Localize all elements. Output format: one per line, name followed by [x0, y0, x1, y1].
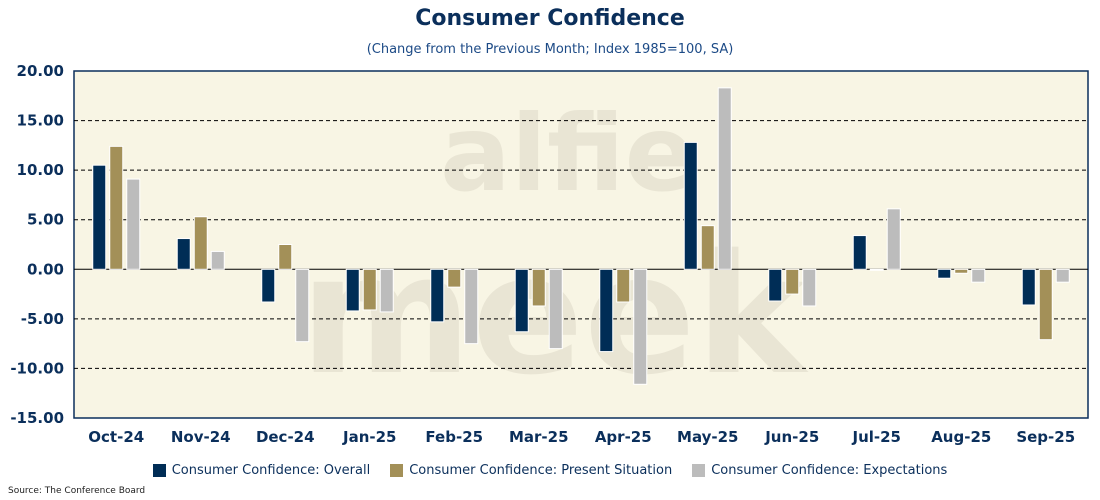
bar-expectations — [548, 268, 563, 350]
bar-expectations — [379, 268, 394, 313]
bar-present — [616, 268, 631, 303]
bar-expectations — [802, 268, 817, 307]
x-tick-label: Sep-25 — [1016, 428, 1075, 446]
y-tick-label: -5.00 — [21, 310, 64, 328]
y-tick-label: 15.00 — [17, 112, 64, 130]
bar-present — [1038, 268, 1053, 341]
legend-swatch — [390, 464, 404, 477]
y-tick-label: 0.00 — [27, 260, 64, 278]
bar-overall — [937, 268, 952, 279]
watermark-line-1: alfie — [440, 93, 696, 215]
x-tick-label: Oct-24 — [88, 428, 144, 446]
x-tick-label: Apr-25 — [595, 428, 652, 446]
bar-present — [869, 268, 884, 271]
bar-expectations — [295, 268, 310, 343]
bar-present — [278, 244, 293, 270]
bar-expectations — [633, 268, 648, 385]
x-tick-label: Jan-25 — [342, 428, 396, 446]
y-tick-label: 5.00 — [27, 211, 64, 229]
bar-overall — [599, 268, 614, 353]
source-note: Source: The Conference Board — [8, 486, 146, 496]
legend-label: Consumer Confidence: Expectations — [711, 463, 948, 478]
bar-present — [362, 268, 377, 311]
bar-present — [700, 225, 715, 270]
x-tick-label: May-25 — [677, 428, 738, 446]
bar-present — [954, 268, 969, 274]
chart-subtitle: (Change from the Previous Month; Index 1… — [366, 42, 734, 57]
legend-item: Consumer Confidence: Present Situation — [390, 463, 672, 478]
y-tick-label: 10.00 — [17, 161, 64, 179]
legend: Consumer Confidence: Overall Consumer Con… — [0, 463, 1100, 478]
legend-label: Consumer Confidence: Present Situation — [409, 463, 673, 478]
legend-item: Consumer Confidence: Expectations — [692, 463, 947, 478]
plot-area — [73, 70, 1089, 419]
bar-overall — [683, 141, 698, 270]
x-tick-label: Nov-24 — [171, 428, 231, 446]
x-tick-label: Jun-25 — [764, 428, 819, 446]
bar-present — [531, 268, 546, 307]
bar-expectations — [886, 208, 901, 270]
bar-expectations — [126, 178, 141, 270]
bar-present — [193, 216, 208, 270]
x-tick-label: Aug-25 — [931, 428, 991, 446]
x-tick-label: Jul-25 — [851, 428, 901, 446]
bar-overall — [852, 235, 867, 270]
bar-present — [785, 268, 800, 295]
bar-overall — [768, 268, 783, 302]
legend-swatch — [692, 464, 706, 477]
bar-overall — [1021, 268, 1036, 306]
bar-overall — [92, 164, 107, 270]
bar-overall — [345, 268, 360, 312]
bar-expectations — [1055, 268, 1070, 283]
bar-present — [109, 145, 124, 270]
bar-overall — [261, 268, 276, 303]
x-tick-label: Dec-24 — [256, 428, 315, 446]
bar-present — [447, 268, 462, 288]
chart-title: Consumer Confidence — [415, 6, 685, 31]
bar-overall — [514, 268, 529, 333]
legend-item: Consumer Confidence: Overall — [152, 463, 371, 478]
y-tick-label: -15.00 — [10, 409, 64, 427]
bar-expectations — [717, 87, 732, 270]
y-tick-label: 20.00 — [17, 62, 64, 80]
legend-label: Consumer Confidence: Overall — [171, 463, 371, 478]
x-tick-label: Mar-25 — [509, 428, 569, 446]
legend-swatch — [152, 464, 166, 477]
bar-expectations — [464, 268, 479, 345]
bar-overall — [176, 238, 191, 270]
y-tick-label: -10.00 — [10, 359, 64, 377]
bar-expectations — [210, 250, 225, 270]
bar-expectations — [971, 268, 986, 283]
bar-overall — [430, 268, 445, 323]
x-tick-label: Feb-25 — [425, 428, 483, 446]
